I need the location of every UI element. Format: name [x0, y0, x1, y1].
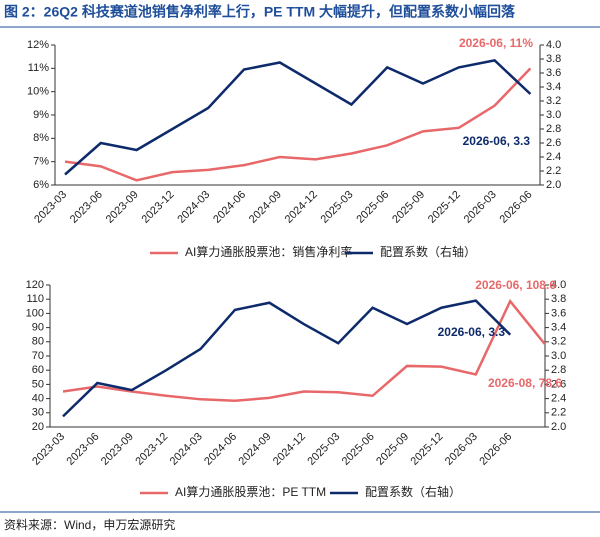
x-tick-label: 2024-03: [168, 431, 205, 468]
series-line: [62, 298, 546, 402]
x-tick-label: 2023-03: [30, 431, 67, 468]
y-tick-label: 80: [32, 336, 44, 348]
x-tick-label: 2025-03: [305, 431, 342, 468]
x-tick-label: 2023-03: [32, 189, 69, 226]
y2-tick-label: 2.2: [546, 165, 561, 177]
x-tick-label: 2025-09: [374, 431, 411, 468]
y2-tick-label: 2.0: [551, 421, 566, 433]
y2-tick-label: 2.8: [546, 123, 561, 135]
figure-title: 图 2：26Q2 科技赛道池销售净利率上行，PE TTM 大幅提升，但配置系数小…: [4, 4, 516, 20]
y2-tick-label: 3.0: [551, 350, 566, 362]
series-line: [64, 67, 532, 182]
x-tick-label: 2024-06: [211, 189, 248, 226]
y-tick-label: 7%: [33, 156, 49, 168]
y2-tick-label: 2.6: [551, 378, 566, 390]
legend-label: 配置系数（右轴）: [365, 484, 461, 499]
annotation: 2026-06, 11%: [459, 36, 533, 50]
y2-tick-label: 2.4: [551, 393, 566, 405]
y-tick-label: 50: [32, 378, 44, 390]
x-tick-label: 2026-03: [462, 189, 499, 226]
y2-tick-label: 2.6: [546, 137, 561, 149]
y-tick-label: 40: [32, 393, 44, 405]
y2-tick-label: 3.2: [551, 336, 566, 348]
x-tick-label: 2023-12: [140, 189, 177, 226]
annotation: 2026-06, 3.3: [438, 325, 506, 339]
series-line: [62, 299, 512, 418]
y2-tick-label: 3.2: [546, 95, 561, 107]
y-tick-label: 9%: [33, 109, 49, 121]
x-tick-label: 2025-12: [426, 189, 463, 226]
y2-tick-label: 2.8: [551, 364, 566, 376]
y2-tick-label: 4.0: [546, 39, 561, 51]
x-tick-label: 2023-06: [65, 431, 102, 468]
x-tick-label: 2023-06: [68, 189, 105, 226]
legend-label: 配置系数（右轴）: [380, 244, 476, 259]
x-tick-label: 2025-03: [319, 189, 356, 226]
legend-label: AI算力通胀股票池：PE TTM: [175, 484, 326, 499]
x-tick-label: 2025-12: [409, 431, 446, 468]
x-tick-label: 2024-12: [283, 189, 320, 226]
y2-tick-label: 3.4: [546, 81, 561, 93]
x-tick-label: 2023-09: [104, 189, 141, 226]
y2-tick-label: 3.6: [551, 307, 566, 319]
x-tick-label: 2025-06: [340, 431, 377, 468]
x-tick-label: 2025-09: [390, 189, 427, 226]
y-tick-label: 11%: [28, 62, 49, 74]
y-tick-label: 8%: [33, 132, 49, 144]
y2-tick-label: 2.0: [546, 179, 561, 191]
x-tick-label: 2024-03: [175, 189, 212, 226]
x-tick-label: 2024-06: [202, 431, 239, 468]
y2-tick-label: 3.6: [546, 67, 561, 79]
source-note: 资料来源：Wind，申万宏源研究: [4, 517, 175, 532]
y-tick-label: 110: [26, 293, 44, 305]
y-tick-label: 100: [26, 307, 44, 319]
annotation: 2026-06, 3.3: [463, 134, 531, 148]
y2-tick-label: 3.8: [546, 53, 561, 65]
annotation: 2026-06, 108.6: [475, 278, 556, 292]
legend-label: AI算力通胀股票池：销售净利率: [185, 244, 352, 259]
annotation: 2026-08, 78.6: [488, 376, 562, 390]
x-tick-label: 2023-09: [99, 431, 136, 468]
y-tick-label: 6%: [33, 179, 49, 191]
x-tick-label: 2026-06: [498, 189, 535, 226]
y-tick-label: 10%: [27, 86, 49, 98]
y-tick-label: 12%: [27, 39, 49, 51]
x-tick-label: 2026-06: [477, 431, 514, 468]
x-tick-label: 2023-12: [133, 431, 170, 468]
y-tick-label: 30: [32, 407, 44, 419]
y-tick-label: 90: [32, 322, 44, 334]
y2-tick-label: 2.4: [546, 151, 561, 163]
y2-tick-label: 2.2: [551, 407, 566, 419]
x-tick-label: 2024-12: [271, 431, 308, 468]
x-tick-label: 2024-09: [237, 431, 274, 468]
series-line: [64, 59, 532, 176]
y2-tick-label: 3.8: [551, 293, 566, 305]
y-tick-label: 20: [32, 421, 44, 433]
x-tick-label: 2026-03: [443, 431, 480, 468]
y-tick-label: 70: [32, 350, 44, 362]
y2-tick-label: 4.0: [551, 279, 566, 291]
y2-tick-label: 3.4: [551, 322, 566, 334]
y2-tick-label: 3.0: [546, 109, 561, 121]
x-tick-label: 2024-09: [247, 189, 284, 226]
x-tick-label: 2025-06: [354, 189, 391, 226]
y-tick-label: 120: [26, 279, 44, 291]
y-tick-label: 60: [32, 364, 44, 376]
